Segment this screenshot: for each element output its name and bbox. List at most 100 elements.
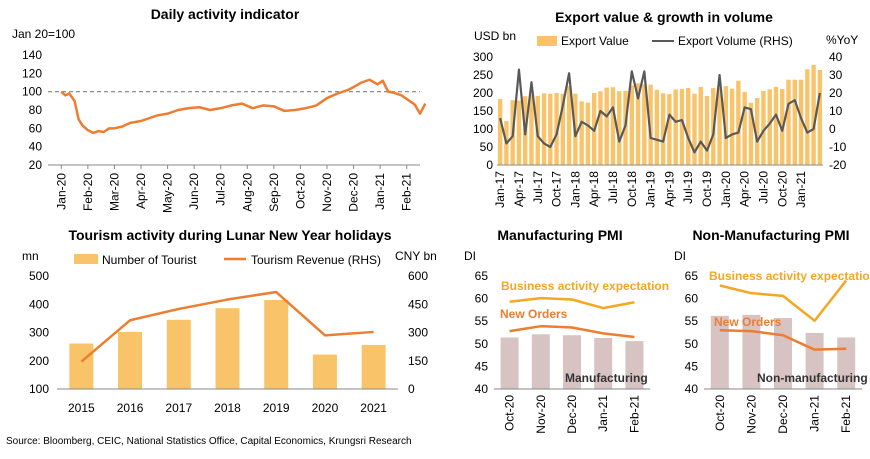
y-tick-label-right: 600 — [408, 269, 428, 283]
export-value-bar — [604, 87, 609, 165]
x-tick-label: Oct-18 — [625, 171, 639, 207]
x-tick-label: Jan-18 — [568, 171, 582, 208]
y-tick-label: 40 — [475, 382, 489, 396]
daily-activity-line — [60, 78, 427, 135]
tourist-bar — [118, 331, 143, 389]
export-value-bar — [642, 84, 647, 165]
x-tick-label: Oct-20 — [503, 395, 517, 431]
chart-title: Daily activity indicator — [151, 6, 300, 22]
non-manufacturing-pmi-chart: Non-Manufacturing PMI DI 40 45 50 55 60 65 Oct… — [674, 227, 870, 434]
x-tick-label: Jan-20 — [719, 171, 733, 208]
export-value-bar — [541, 93, 547, 165]
export-value-bar — [529, 94, 534, 165]
legend-swatch-export-value — [537, 36, 557, 46]
y-tick-label: 55 — [475, 314, 489, 328]
export-value-bar — [660, 93, 666, 165]
export-value-bar — [629, 85, 634, 165]
x-tick-label: 2016 — [117, 401, 144, 415]
y-tick-label: 55 — [685, 314, 699, 328]
legend-label: Export Value — [561, 34, 629, 48]
x-tick-label: Jan-17 — [493, 171, 507, 208]
source-note: Source: Bloomberg, CEIC, National Statis… — [6, 436, 412, 447]
export-value-bar — [811, 64, 816, 165]
chart-title: Non-Manufacturing PMI — [692, 227, 849, 243]
export-value-bar — [585, 102, 591, 165]
x-tick-label: Dec-20 — [776, 395, 790, 434]
x-tick-label: Mar-20 — [107, 173, 121, 211]
export-value-bar — [761, 90, 766, 165]
y-tick-label: 65 — [475, 269, 489, 283]
export-value-bar — [598, 91, 603, 165]
y-tick-label: 140 — [22, 48, 42, 62]
y-tick-label: 50 — [685, 337, 699, 351]
x-tick-label: 2021 — [360, 401, 387, 415]
x-tick-label: Jul-20 — [756, 171, 770, 204]
export-value-bar — [742, 91, 747, 165]
export-value-bar — [767, 89, 772, 165]
legend-label: Number of Tourist — [102, 253, 197, 267]
export-value-bar — [805, 69, 810, 165]
export-value-bar — [516, 100, 522, 165]
export-value-bar — [686, 87, 691, 165]
business-expectation-line — [719, 279, 848, 322]
y-tick-label-right: 450 — [408, 297, 428, 311]
y-tick-label-left: 250 — [473, 68, 493, 82]
manufacturing-pmi-chart: Manufacturing PMI DI 40 45 50 55 60 65 Oct-20 N… — [464, 227, 669, 434]
y-tick-label-right: 10 — [829, 104, 843, 118]
bar-series-label: Non-manufacturing — [757, 371, 868, 385]
tourist-bar — [166, 319, 191, 389]
business-expectation-line — [509, 296, 635, 310]
y-tick-label: 120 — [22, 66, 42, 80]
x-tick-label: Apr-17 — [512, 171, 526, 207]
x-tick-label: Nov-20 — [744, 395, 758, 434]
x-tick-label: Jan-19 — [644, 171, 658, 208]
x-tick-label: 2015 — [68, 401, 95, 415]
x-tick-label: Dec-20 — [347, 173, 361, 212]
export-value-bar — [817, 69, 823, 165]
y-tick-label-right: -10 — [829, 140, 847, 154]
pmi-bar — [531, 334, 550, 389]
tourist-bar — [361, 344, 386, 389]
export-value-bar — [579, 101, 584, 165]
y-tick-label: 45 — [475, 359, 489, 373]
tourist-bar — [264, 300, 289, 389]
y-axis-label-right: CNY bn — [395, 249, 437, 263]
y-tick-label: 60 — [29, 121, 43, 135]
y-tick-label-right: 0 — [408, 382, 415, 396]
x-tick-label: 2017 — [165, 401, 192, 415]
pmi-bar — [710, 315, 729, 389]
y-tick-label: 60 — [685, 292, 699, 306]
y-axis-label-right: %YoY — [826, 33, 858, 47]
x-tick-label: Apr-18 — [587, 171, 601, 207]
x-tick-label: 2019 — [263, 401, 290, 415]
y-tick-label-left: 0 — [486, 158, 493, 172]
new-orders-label: New Orders — [500, 307, 568, 321]
y-axis-label-left: USD bn — [474, 29, 516, 43]
x-tick-label: 2020 — [312, 401, 339, 415]
y-tick-label-left: 300 — [29, 326, 49, 340]
export-value-bar — [610, 87, 616, 165]
y-tick-label-left: 200 — [29, 354, 49, 368]
export-value-bar — [704, 95, 710, 165]
tourism-revenue-line — [80, 290, 374, 363]
x-tick-label: Apr-20 — [738, 171, 752, 207]
tourist-bar — [215, 308, 240, 389]
export-value-bar — [792, 79, 797, 165]
x-tick-label: Jan-21 — [794, 171, 808, 208]
y-tick-label-right: 40 — [829, 50, 843, 64]
export-value-bar — [548, 93, 553, 165]
export-value-bar — [673, 89, 678, 165]
new-orders-line — [719, 328, 847, 351]
export-value-bar — [698, 86, 703, 165]
y-tick-label-left: 500 — [29, 269, 49, 283]
chart-title: Tourism activity during Lunar New Year h… — [68, 227, 391, 243]
x-tick-label: Oct-20 — [713, 395, 727, 431]
y-tick-label: 20 — [29, 158, 43, 172]
x-tick-label: 2018 — [214, 401, 241, 415]
x-tick-label: Feb-21 — [400, 173, 414, 211]
x-tick-label: May-20 — [161, 173, 175, 213]
y-tick-label-right: 0 — [829, 122, 836, 136]
export-value-bar — [798, 79, 804, 165]
y-tick-label: 40 — [685, 382, 699, 396]
